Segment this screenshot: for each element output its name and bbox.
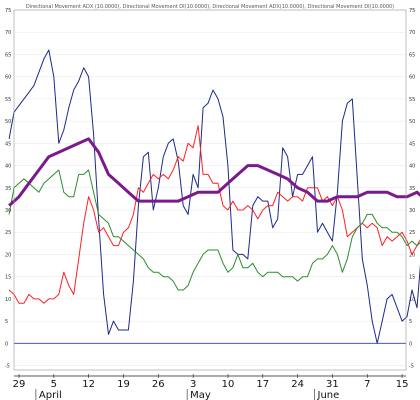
y-tick-label-left: 70: [5, 30, 11, 36]
y-tick-label-right: 35: [409, 186, 415, 192]
y-tick-label-left: 40: [5, 164, 11, 170]
x-tick-label: 12: [82, 379, 95, 390]
series-line-blue: [8, 49, 420, 344]
x-tick-label: 3: [190, 379, 196, 390]
y-tick-label-right: 45: [409, 141, 415, 147]
x-tick-label: 29: [13, 379, 26, 390]
y-tick-label-left: 5: [5, 319, 8, 325]
y-tick-label-right: -5: [409, 364, 414, 370]
series-line-red: [8, 125, 420, 304]
plot-frame: [13, 9, 407, 371]
y-tick-label-left: 15: [5, 275, 11, 281]
y-tick-label-left: 10: [5, 297, 11, 303]
y-tick-label-right: 0: [409, 341, 412, 347]
y-tick-label-left: 25: [5, 230, 11, 236]
y-tick-label-left: 45: [5, 141, 11, 147]
month-label: June: [317, 390, 340, 400]
y-tick-label-right: 15: [409, 275, 415, 281]
month-label: April: [39, 390, 62, 400]
y-tick-label-left: 30: [5, 208, 11, 214]
series-line-green: [8, 169, 420, 291]
x-tick-label: 5: [51, 379, 57, 390]
y-tick-label-left: 75: [5, 8, 11, 14]
y-tick-label-left: 35: [5, 186, 11, 192]
series-line-purple: [8, 137, 420, 207]
x-tick-label: 24: [291, 379, 304, 390]
y-tick-label-left: 65: [5, 52, 11, 58]
y-tick-label-right: 5: [409, 319, 412, 325]
y-tick-label-left: 0: [5, 341, 8, 347]
y-tick-label-right: 65: [409, 52, 415, 58]
x-tick-label: 31: [326, 379, 339, 390]
y-tick-label-right: 75: [409, 8, 415, 14]
x-tick-label: 15: [396, 379, 409, 390]
y-tick-label-left: 50: [5, 119, 11, 125]
x-tick-label: 19: [117, 379, 130, 390]
y-tick-label-right: 55: [409, 97, 415, 103]
y-tick-label-right: 50: [409, 119, 415, 125]
y-tick-label-right: 30: [409, 208, 415, 214]
y-tick-label-left: -5: [5, 364, 10, 370]
y-tick-label-right: 20: [409, 252, 415, 258]
month-label: May: [190, 390, 211, 400]
x-tick-label: 17: [256, 379, 269, 390]
y-tick-label-left: 60: [5, 75, 11, 81]
y-tick-label-right: 60: [409, 75, 415, 81]
y-tick-label-right: 25: [409, 230, 415, 236]
y-tick-label-right: 70: [409, 30, 415, 36]
series-group: [8, 49, 420, 344]
y-tick-label-right: 40: [409, 164, 415, 170]
x-tick-label: 26: [152, 379, 165, 390]
chart-title: Directional Movement ADX (10.0000), Dire…: [26, 4, 394, 10]
y-tick-label-left: 20: [5, 252, 11, 258]
y-tick-label-right: 10: [409, 297, 415, 303]
x-axis: 295121926310172431715AprilMayJuneJulyAug: [13, 374, 409, 400]
x-tick-label: 10: [222, 379, 235, 390]
x-tick-label: 7: [364, 379, 370, 390]
y-tick-label-left: 55: [5, 97, 11, 103]
